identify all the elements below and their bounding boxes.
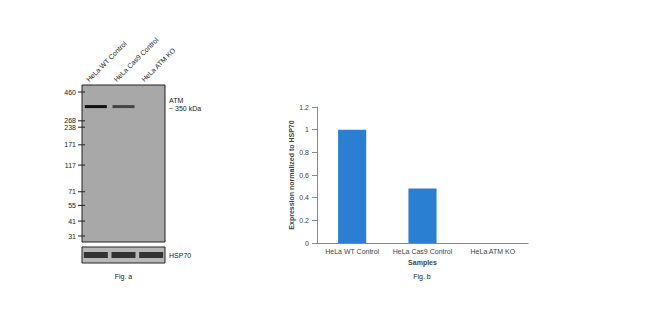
- svg-text:HeLa ATM KO: HeLa ATM KO: [140, 46, 177, 83]
- svg-text:~ 350 kDa: ~ 350 kDa: [169, 105, 201, 112]
- svg-text:Fig. a: Fig. a: [115, 273, 133, 281]
- svg-text:HeLa WT Control: HeLa WT Control: [84, 40, 128, 83]
- svg-text:HSP70: HSP70: [169, 252, 191, 259]
- svg-text:0.2: 0.2: [299, 217, 309, 224]
- svg-text:Samples: Samples: [408, 259, 437, 267]
- svg-text:460: 460: [64, 89, 76, 96]
- svg-text:HeLa WT Control: HeLa WT Control: [325, 248, 379, 255]
- svg-text:238: 238: [64, 124, 76, 131]
- svg-text:71: 71: [68, 188, 76, 195]
- svg-text:Expression normalized to HSP70: Expression normalized to HSP70: [288, 120, 296, 229]
- svg-text:0.8: 0.8: [299, 149, 309, 156]
- svg-text:HeLa Cas9 Control: HeLa Cas9 Control: [113, 36, 160, 83]
- svg-text:Fig. b: Fig. b: [413, 273, 431, 281]
- svg-text:117: 117: [65, 162, 76, 169]
- svg-text:31: 31: [68, 233, 76, 240]
- svg-text:HeLa ATM KO: HeLa ATM KO: [471, 248, 516, 255]
- svg-text:1: 1: [305, 126, 309, 133]
- svg-text:0: 0: [305, 240, 309, 247]
- svg-text:55: 55: [68, 202, 76, 209]
- svg-text:41: 41: [68, 218, 76, 225]
- svg-text:1.2: 1.2: [299, 104, 309, 111]
- svg-text:0.4: 0.4: [299, 194, 309, 201]
- svg-text:HeLa Cas9 Control: HeLa Cas9 Control: [393, 248, 453, 255]
- svg-text:268: 268: [64, 117, 76, 125]
- svg-text:171: 171: [64, 141, 76, 148]
- svg-text:0.6: 0.6: [299, 172, 309, 179]
- svg-text:ATM: ATM: [169, 97, 183, 104]
